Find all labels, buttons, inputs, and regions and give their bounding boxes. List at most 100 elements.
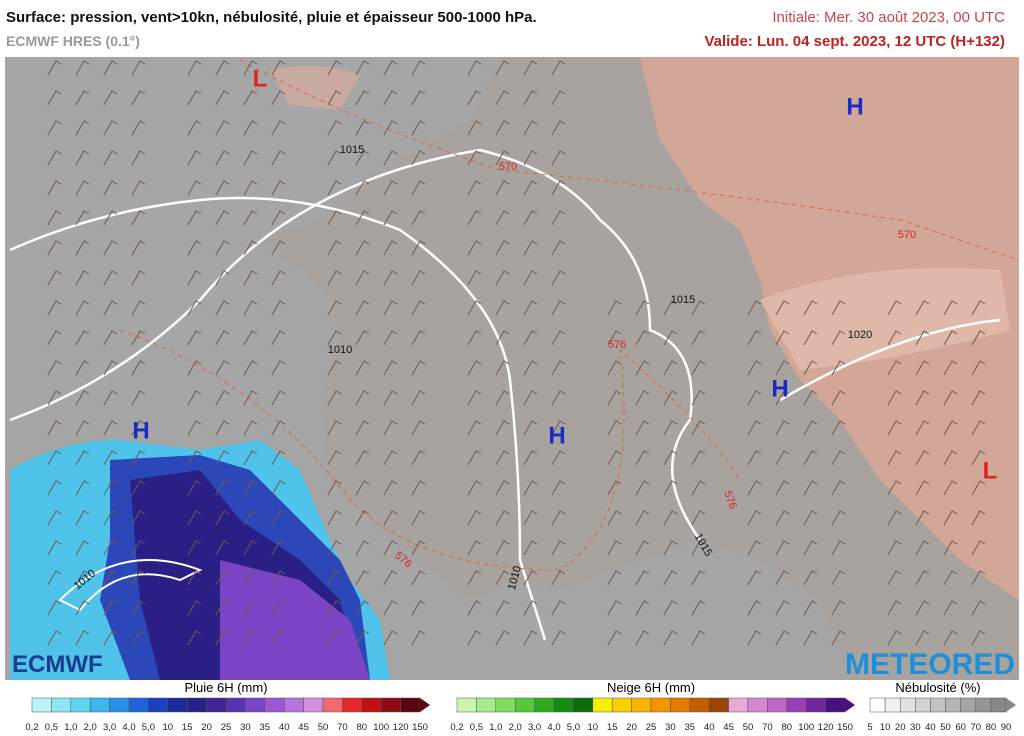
wind-barb [467,480,482,496]
wind-barb [747,420,762,436]
wind-barb [691,510,706,526]
wind-barb [971,480,986,496]
wind-barb [775,630,790,646]
wind-barb [411,390,426,406]
wind-barb [551,240,566,256]
rain-heavy-core [220,560,370,680]
wind-barb [243,330,258,346]
legend-swatch [747,697,768,713]
legend-swatch [631,697,652,713]
wind-barb [467,120,482,136]
wind-barb [523,180,538,196]
wind-barb [467,300,482,316]
legend-swatch [990,697,1007,713]
wind-barb [215,360,230,376]
thickness-label: 570 [898,229,916,241]
wind-barb [915,420,930,436]
legend-swatch [708,697,729,713]
wind-barb [103,60,118,76]
legend-label: 45 [723,722,734,733]
wind-barb [523,570,538,586]
wind-barb [383,600,398,616]
wind-barb [215,390,230,406]
wind-barb [775,330,790,346]
wind-barb [327,180,342,196]
wind-barb [915,360,930,376]
isobar-label: 1015 [671,294,695,306]
wind-barb [495,630,510,646]
legend-swatch [869,697,886,713]
wind-barb [971,390,986,406]
wind-barb [383,630,398,646]
wind-barb [495,90,510,106]
wind-barb [663,510,678,526]
legend-arrow [420,698,430,712]
wind-barb [75,450,90,466]
wind-barb [747,510,762,526]
wind-barb [551,510,566,526]
wind-barb [915,480,930,496]
legend-swatch [553,697,574,713]
wind-barb [635,540,650,556]
legend-label: 15 [182,722,193,733]
wind-barb [243,90,258,106]
wind-barb [355,540,370,556]
legend-label: 10 [880,722,891,733]
wind-barb [383,330,398,346]
legend-label: 35 [260,722,271,733]
wind-barb [887,390,902,406]
wind-barb [775,300,790,316]
legend-swatch [805,697,826,713]
wind-barb [747,360,762,376]
wind-barb [411,570,426,586]
wind-barb [271,630,286,646]
wind-barb [131,180,146,196]
wind-barb [663,570,678,586]
wind-barb [131,630,146,646]
wind-barb [215,420,230,436]
wind-barb [495,300,510,316]
wind-barb [467,570,482,586]
wind-barb [831,420,846,436]
map: L H H H H L 1015 1015 1010 1020 1015 101… [5,57,1020,681]
wind-barb [75,630,90,646]
wind-barb [411,150,426,166]
low-center: L [983,457,998,484]
wind-barb [243,150,258,166]
wind-barb [943,600,958,616]
wind-barb [495,510,510,526]
wind-barb [971,510,986,526]
wind-barb [75,120,90,136]
wind-barb [47,90,62,106]
wind-barb [523,480,538,496]
wind-barb [663,360,678,376]
wind-barb [75,90,90,106]
wind-barb [327,300,342,316]
wind-barb [271,150,286,166]
wind-barb [915,540,930,556]
legend-label: 30 [910,722,921,733]
wind-barb [47,480,62,496]
legend-arrow [845,698,855,712]
wind-barb [551,180,566,196]
wind-barb [271,210,286,226]
wind-barb [383,420,398,436]
wind-barb [411,330,426,346]
wind-barb [607,600,622,616]
wind-barb [971,450,986,466]
wind-barb [75,300,90,316]
wind-barb [243,360,258,376]
wind-barb [131,600,146,616]
wind-barb [215,540,230,556]
wind-barb [551,420,566,436]
legend-arrow [1006,698,1016,712]
wind-barb [747,300,762,316]
wind-barb [523,300,538,316]
isobar-label: 1020 [848,329,872,341]
legend-label: 100 [373,722,389,733]
legend-label: 20 [895,722,906,733]
wind-barb [47,540,62,556]
wind-barb [607,510,622,526]
wind-barb [691,540,706,556]
